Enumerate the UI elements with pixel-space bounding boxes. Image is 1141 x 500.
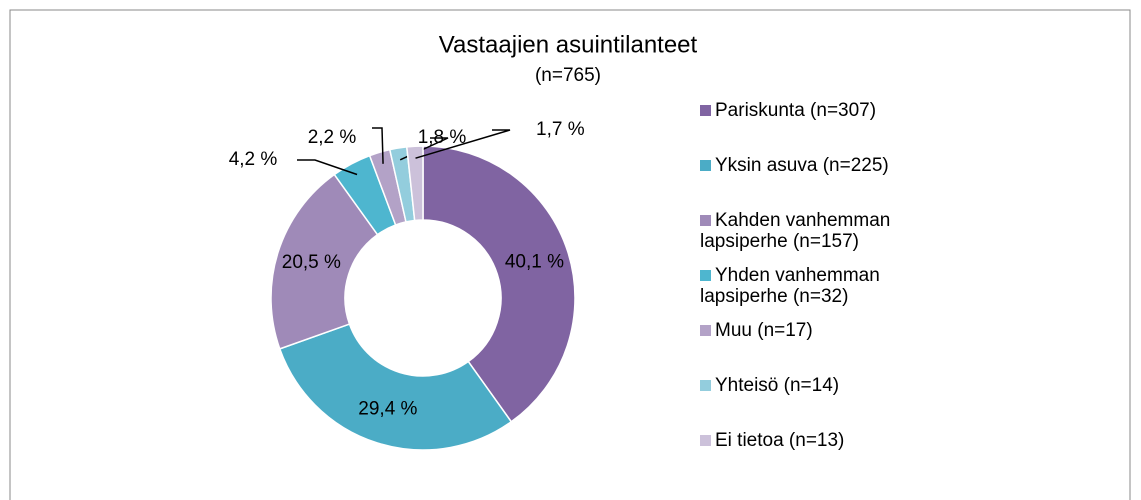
legend-label: Pariskunta (n=307) (715, 100, 877, 121)
legend-label: Yhteisö (n=14) (715, 375, 840, 396)
chart-frame (9, 9, 1131, 500)
legend-swatch (700, 325, 711, 336)
leader-line (297, 159, 358, 176)
chart-subtitle: (n=765) (535, 65, 601, 86)
data-label: 4,2 % (229, 149, 278, 170)
legend-label: Yksin asuva (n=225) (715, 155, 889, 176)
legend-swatch (700, 215, 711, 226)
leader-line (372, 127, 384, 164)
legend-swatch (700, 105, 711, 116)
legend-label: Muu (n=17) (715, 320, 813, 341)
data-label: 40,1 % (505, 251, 564, 272)
data-label: 29,4 % (358, 399, 417, 420)
data-label: 1,8 % (418, 127, 467, 148)
legend-swatch (700, 160, 711, 171)
chart-title: Vastaajien asuintilanteet (439, 31, 698, 58)
legend-swatch (700, 380, 711, 391)
donut-slice (278, 323, 513, 451)
donut-slice (405, 145, 424, 222)
legend-swatch (700, 435, 711, 446)
legend-label: Kahden vanhemman lapsiperhe (n=157) (700, 210, 891, 252)
legend-label: Yhden vanhemman lapsiperhe (n=32) (700, 265, 880, 307)
legend-item: Pariskunta (n=307) (700, 100, 930, 121)
legend-item: Yhteisö (n=14) (700, 375, 930, 396)
legend-label: Ei tietoa (n=13) (715, 430, 845, 451)
data-label: 1,7 % (536, 119, 585, 140)
data-label: 20,5 % (282, 252, 341, 273)
legend-item: Muu (n=17) (700, 320, 930, 341)
data-label: 2,2 % (308, 127, 357, 148)
legend-item: Yksin asuva (n=225) (700, 155, 930, 176)
donut-slice (422, 145, 576, 423)
legend-item: Ei tietoa (n=13) (700, 430, 930, 451)
legend-item: Kahden vanhemman lapsiperhe (n=157) (700, 210, 930, 252)
donut-slice (270, 173, 379, 350)
leader-line (415, 129, 511, 159)
legend-item: Yhden vanhemman lapsiperhe (n=32) (700, 265, 930, 307)
legend-swatch (700, 270, 711, 281)
